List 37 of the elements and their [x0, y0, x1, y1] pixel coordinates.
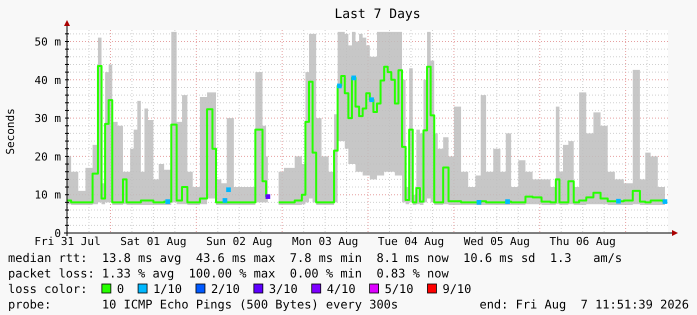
y-tick-label: 10 m	[34, 188, 62, 202]
legend-label: 4/10	[326, 282, 356, 296]
x-tick-label: Sun 02 Aug	[206, 235, 272, 248]
y-tick-label: 50 m	[34, 35, 62, 48]
point	[616, 198, 621, 204]
x-tick-label: Sat 01 Aug	[120, 235, 187, 248]
y-tick-label: 30 m	[34, 112, 62, 126]
point	[337, 84, 342, 88]
point	[222, 198, 228, 203]
point	[476, 200, 482, 205]
point	[505, 199, 510, 204]
y-tick-label: 20 m	[34, 150, 62, 164]
legend-label: 2/10	[210, 282, 240, 296]
legend-label: 5/10	[384, 282, 414, 296]
x-tick-label: Wed 05 Aug	[464, 235, 530, 248]
text: end: Fri Aug 7 11:51:39 2026	[479, 298, 689, 312]
x-tick-label: Thu 06 Aug	[550, 235, 616, 248]
point	[266, 194, 270, 199]
point	[165, 199, 170, 204]
text: median rtt: 13.8 ms avg 43.6 ms max 7.8 ms min 8.1 ms now 10.6 ms sd 1.3 am/s	[8, 251, 622, 265]
point	[351, 76, 356, 80]
y-tick-label: 0	[54, 227, 61, 240]
legend-label: 0	[116, 282, 124, 296]
x-tick-label: Mon 03 Aug	[292, 235, 358, 248]
point	[226, 187, 231, 192]
legend-label: 9/10	[442, 282, 472, 296]
legend-label: 3/10	[268, 282, 298, 296]
y-axis-title: Seconds	[4, 108, 17, 155]
text: packet loss: 1.33 % avg 100.00 % max 0.00 % min 0.83 % now	[8, 266, 450, 280]
text: probe: 10 ICMP Echo Pings (500 Bytes) every 300s	[8, 298, 398, 312]
chart-title: Last 7 Days	[334, 7, 421, 22]
legend-label: 1/10	[153, 282, 182, 296]
x-tick-label: Tue 04 Aug	[378, 235, 444, 248]
legend-title: loss color:	[8, 282, 88, 296]
point	[662, 199, 668, 204]
point	[369, 97, 374, 102]
y-tick-label: 40 m	[34, 74, 62, 87]
